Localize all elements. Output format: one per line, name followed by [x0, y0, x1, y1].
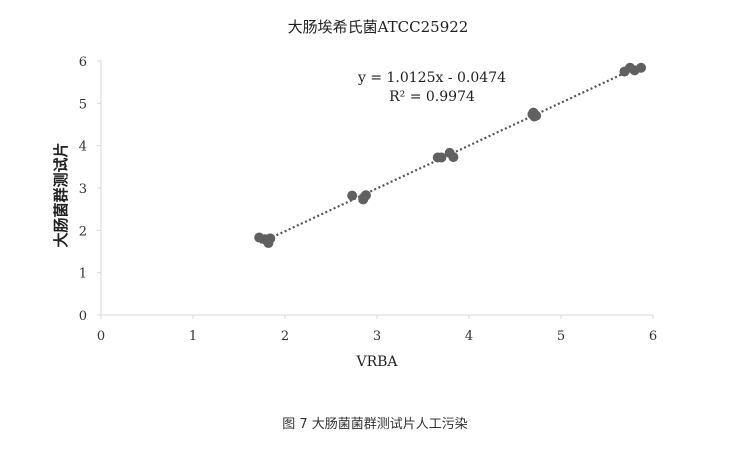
data-point — [436, 152, 447, 163]
y-tick-label: 4 — [79, 140, 87, 155]
trendline-equation: y = 1.0125x - 0.0474 — [357, 70, 506, 86]
axes — [97, 60, 654, 319]
trendline-r2: R² = 0.9974 — [389, 89, 475, 105]
data-points — [254, 62, 647, 249]
x-tick-label: 2 — [281, 329, 289, 344]
x-tick-label: 0 — [97, 329, 105, 344]
y-tick-label: 5 — [79, 97, 87, 112]
x-tick-label: 3 — [373, 329, 381, 344]
figure-caption: 图 7 大肠菌菌群测试片人工污染 — [282, 417, 468, 432]
x-tick-label: 1 — [189, 329, 197, 344]
x-tick-label: 6 — [649, 329, 657, 344]
chart-title: 大肠埃希氏菌ATCC25922 — [288, 18, 469, 36]
y-axis-label: 大肠菌群测试片 — [52, 142, 70, 247]
data-point — [448, 152, 459, 163]
x-tick-label: 4 — [465, 329, 473, 344]
data-point — [528, 107, 539, 118]
y-tick-label: 6 — [79, 55, 87, 70]
y-tick-label: 0 — [79, 309, 87, 324]
data-point — [636, 62, 647, 73]
data-point — [359, 192, 370, 203]
y-tick-label: 1 — [79, 267, 87, 282]
x-tick-label: 5 — [557, 329, 565, 344]
y-tick-labels: 0 1 2 3 4 5 6 — [79, 55, 87, 324]
x-tick-labels: 0 1 2 3 4 5 6 — [97, 329, 657, 344]
trendline — [259, 63, 643, 244]
data-point — [265, 233, 276, 244]
y-tick-label: 2 — [79, 224, 87, 239]
data-point — [347, 190, 358, 201]
scatter-chart: 大肠埃希氏菌ATCC25922 0 1 2 3 4 5 6 0 1 2 3 4 5 6 y = 1.01… — [52, 18, 657, 370]
x-axis-label: VRBA — [355, 354, 398, 370]
y-tick-label: 3 — [79, 182, 87, 197]
